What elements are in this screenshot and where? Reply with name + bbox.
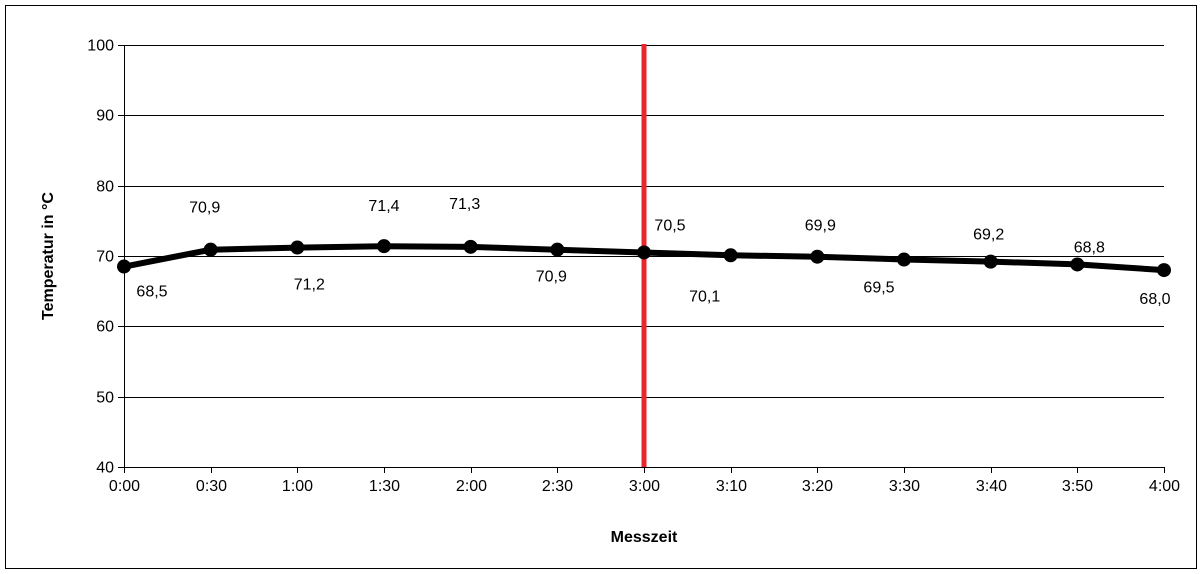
x-tick-label-2: 1:00: [282, 478, 313, 495]
data-point-2: [290, 240, 305, 255]
x-tick-label-9: 3:30: [889, 478, 920, 495]
data-label-4: 71,3: [449, 196, 480, 213]
data-labels: 68,5 70,9 71,2 71,4 71,3 70,9 70,5 70,1 69,9 69,5…: [136, 196, 1170, 308]
x-tick-labels: 0:00 0:30 1:00 1:30 2:00 2:30 3:00 3:10 3:20 3:30…: [109, 467, 1180, 495]
data-label-1: 70,9: [189, 200, 220, 217]
data-label-6: 70,5: [654, 217, 685, 234]
y-tick-label-90: 90: [96, 108, 114, 125]
data-label-7: 70,1: [689, 288, 720, 305]
x-tick-label-8: 3:20: [802, 478, 833, 495]
data-point-5: [550, 242, 565, 257]
data-point-11: [1070, 257, 1085, 272]
y-tick-labels: 40 50 60 70 80 90 100: [87, 38, 114, 477]
data-point-4: [463, 239, 478, 254]
y-tick-label-80: 80: [96, 179, 114, 196]
x-tick-label-6: 3:00: [629, 478, 660, 495]
x-tick-label-12: 4:00: [1149, 478, 1180, 495]
y-tick-label-60: 60: [96, 319, 114, 336]
data-point-10: [983, 254, 998, 269]
data-point-12: [1157, 263, 1171, 278]
data-label-3: 71,4: [368, 198, 399, 215]
x-tick-label-1: 0:30: [196, 478, 227, 495]
x-tick-label-5: 2:30: [542, 478, 573, 495]
y-axis-title: Temperatur in °C: [40, 192, 57, 320]
data-point-1: [203, 242, 218, 257]
data-label-10: 69,2: [973, 227, 1004, 244]
data-point-0: [117, 259, 131, 274]
y-tick-label-70: 70: [96, 249, 114, 266]
x-tick-label-10: 3:40: [976, 478, 1007, 495]
y-tick-label-100: 100: [87, 38, 114, 55]
data-label-12: 68,0: [1139, 291, 1170, 308]
data-label-9: 69,5: [863, 280, 894, 297]
data-point-7: [723, 248, 738, 263]
data-point-9: [897, 252, 911, 267]
data-label-11: 68,8: [1074, 239, 1105, 256]
x-axis-title: Messzeit: [611, 529, 678, 546]
data-point-6: [637, 245, 651, 260]
y-tick-label-50: 50: [96, 390, 114, 407]
data-label-5: 70,9: [536, 269, 567, 286]
series-layer: [117, 239, 1171, 278]
x-tick-label-11: 3:50: [1062, 478, 1093, 495]
x-tick-label-7: 3:10: [716, 478, 747, 495]
data-label-8: 69,9: [805, 218, 836, 235]
chart-frame: [5, 5, 1197, 569]
data-label-0: 68,5: [136, 284, 167, 301]
data-point-3: [377, 239, 391, 254]
data-label-2: 71,2: [294, 277, 325, 294]
x-tick-label-0: 0:00: [109, 478, 140, 495]
data-point-8: [810, 249, 825, 264]
x-tick-label-3: 1:30: [369, 478, 400, 495]
x-tick-label-4: 2:00: [456, 478, 487, 495]
y-tick-label-40: 40: [96, 460, 114, 477]
